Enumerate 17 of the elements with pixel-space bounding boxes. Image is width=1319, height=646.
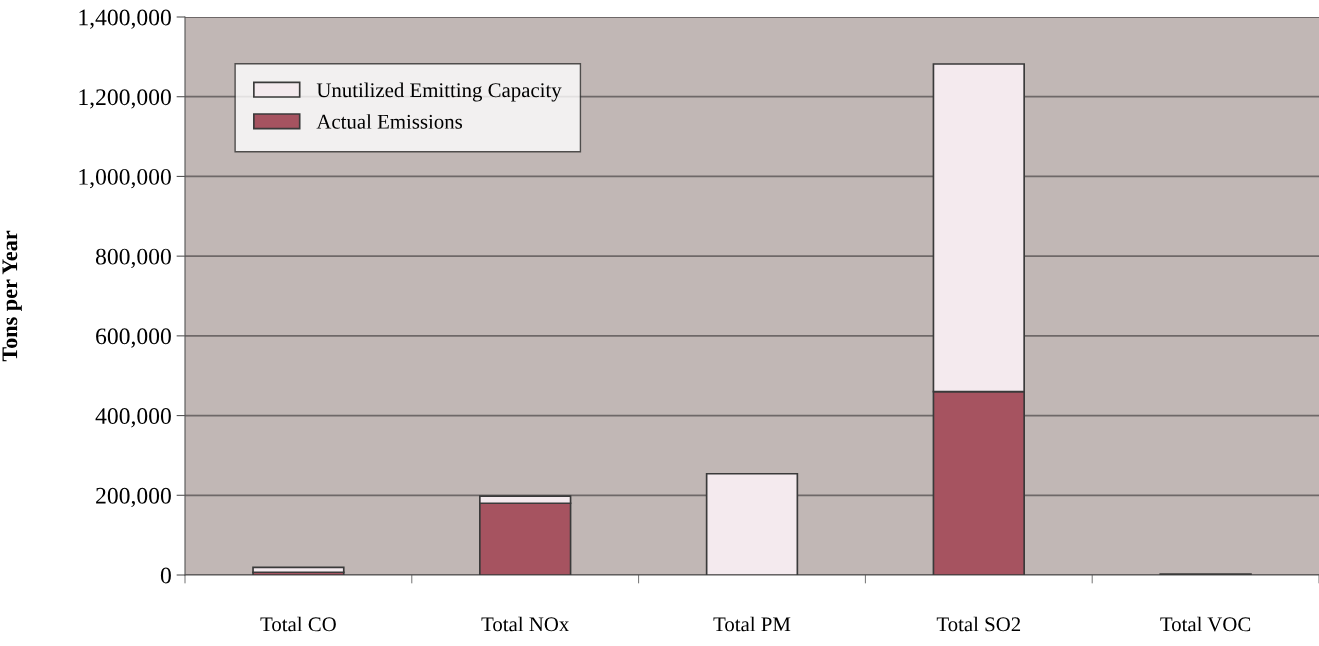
y-axis-title: Tons per Year — [2, 230, 22, 362]
bar — [705, 472, 799, 575]
x-tick-label: Total NOx — [481, 616, 570, 632]
y-tick-label: 0 — [160, 567, 171, 584]
x-tick-label: Total PM — [713, 616, 791, 632]
y-tick-label: 1,200,000 — [79, 89, 171, 109]
y-tick-label: 1,000,000 — [79, 168, 171, 189]
y-tick-label: 600,000 — [96, 328, 171, 348]
y-tick-label: 200,000 — [96, 487, 171, 508]
y-tick-label: 400,000 — [95, 408, 171, 428]
x-tick-label: Total CO — [260, 616, 336, 632]
y-tick-label: 1,400,000 — [79, 9, 171, 29]
x-tick-label: Total SO2 — [936, 616, 1021, 632]
y-tick-label: 800,000 — [95, 248, 171, 268]
legend-label: Actual Emissions — [316, 114, 463, 129]
legend-label: Unutilized Emitting Capacity — [316, 82, 562, 102]
x-tick-label: Total VOC — [1160, 616, 1251, 632]
